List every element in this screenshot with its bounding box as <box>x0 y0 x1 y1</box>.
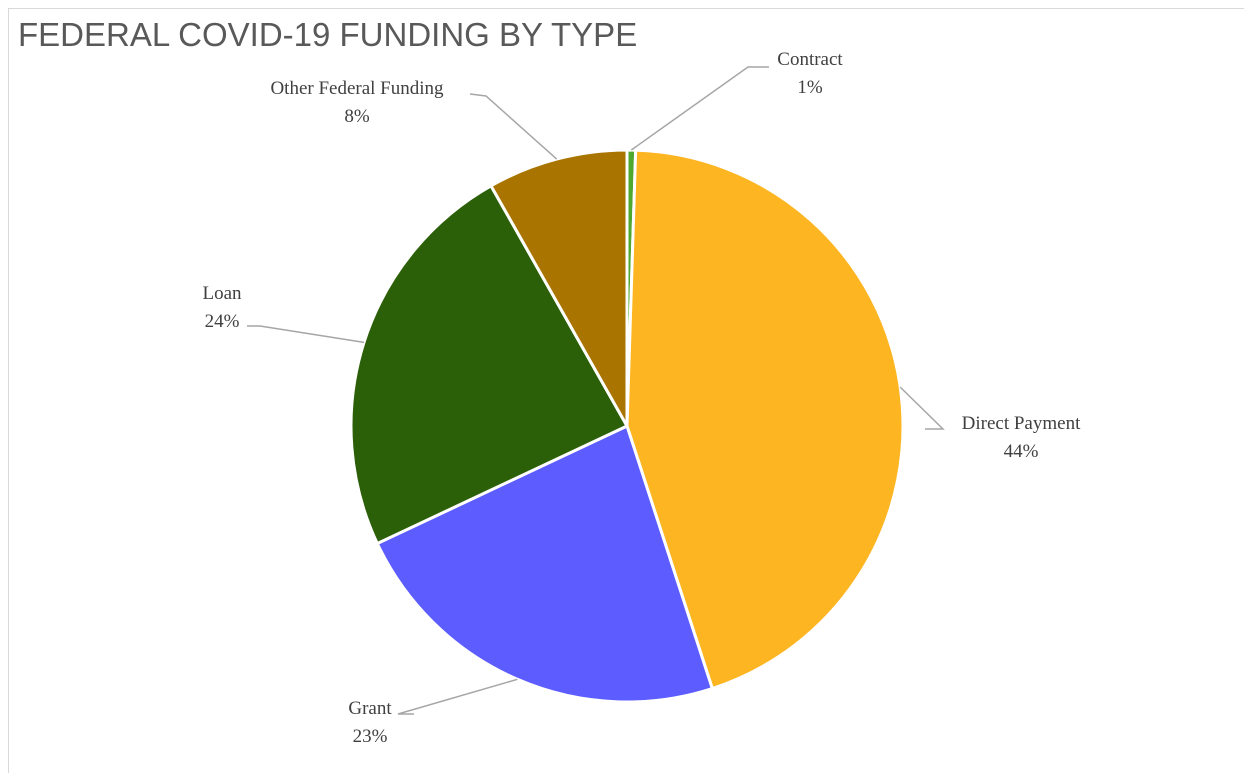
chart-title: FEDERAL COVID-19 FUNDING BY TYPE <box>18 16 638 53</box>
label-other-federal-funding-name: Other Federal Funding <box>270 78 444 99</box>
pie-slices <box>349 148 905 704</box>
label-grant-name: Grant <box>348 698 392 719</box>
label-other-federal-funding-pct: 8% <box>344 106 370 127</box>
label-other-federal-funding: Other Federal Funding 8% <box>270 78 444 127</box>
leader-contract <box>630 66 769 151</box>
label-loan-name: Loan <box>202 283 242 304</box>
label-contract-name: Contract <box>777 49 843 70</box>
leader-direct-payment <box>899 386 945 430</box>
slice-grant <box>375 424 714 704</box>
label-contract: Contract 1% <box>777 49 843 98</box>
chart-frame <box>8 8 1244 773</box>
leader-other-federal-funding <box>469 93 558 160</box>
label-loan: Loan 24% <box>202 283 242 332</box>
label-direct-payment-name: Direct Payment <box>962 413 1081 434</box>
leader-grant <box>397 678 518 715</box>
label-contract-pct: 1% <box>797 77 823 98</box>
slice-other-federal-funding <box>489 148 629 428</box>
label-loan-pct: 24% <box>205 311 240 332</box>
leader-lines <box>247 66 945 715</box>
label-direct-payment-pct: 44% <box>1004 441 1039 462</box>
leader-loan <box>247 325 365 344</box>
label-grant-pct: 23% <box>353 726 388 747</box>
label-grant: Grant 23% <box>348 698 392 747</box>
label-direct-payment: Direct Payment 44% <box>962 413 1081 462</box>
